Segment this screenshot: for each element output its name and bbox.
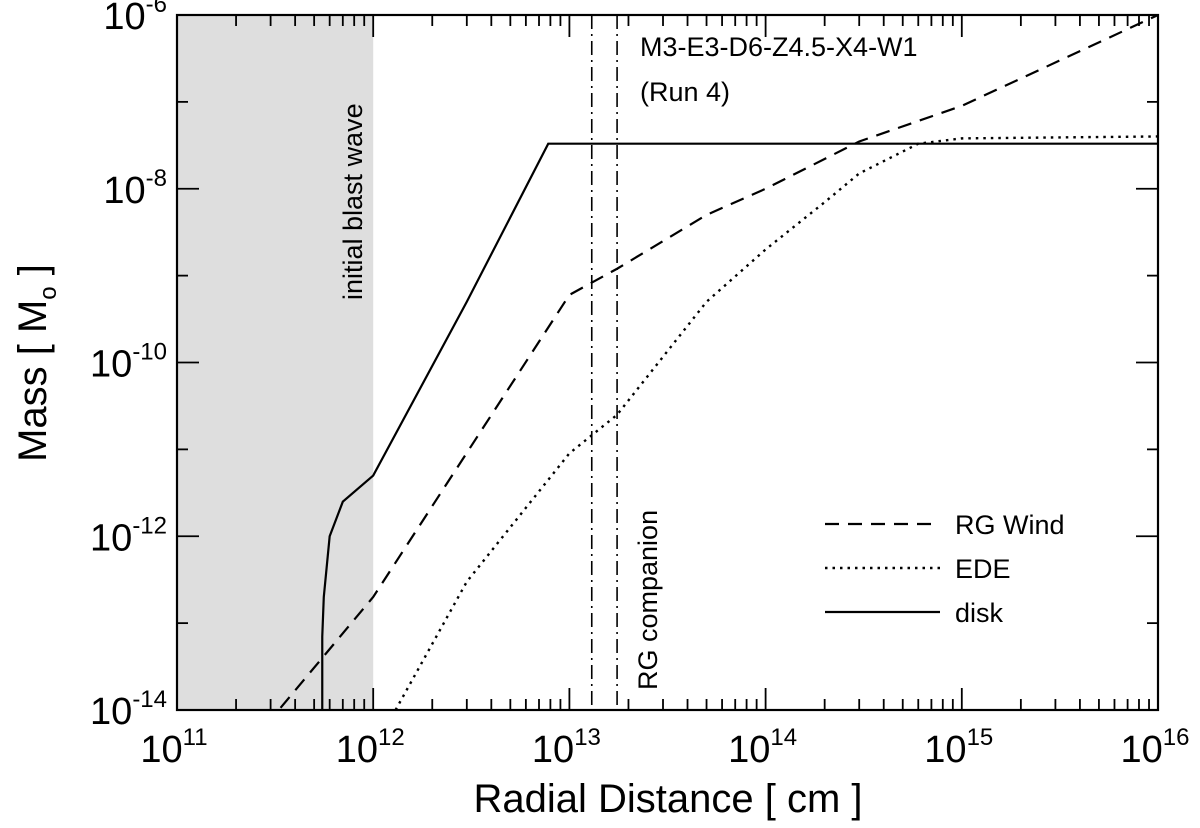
run-id-annotation: M3-E3-D6-Z4.5-X4-W1	[640, 32, 918, 62]
series-disk-line	[321, 142, 1158, 710]
x-tick-label: 1015	[924, 724, 993, 771]
vertical-lines-layer	[590, 15, 618, 710]
y-tick-label: 10-10	[90, 339, 167, 386]
y-tick-label: 10-14	[90, 686, 167, 733]
x-tick-label: 1012	[336, 724, 405, 771]
x-tick-label: 1016	[1121, 724, 1190, 771]
y-tick-label: 10-12	[90, 512, 167, 559]
run-number-annotation: (Run 4)	[640, 77, 730, 107]
x-tick-label: 1011	[140, 724, 207, 771]
legend: RG Wind EDE disk	[825, 510, 1065, 628]
rg-companion-label: RG companion	[633, 510, 663, 690]
y-tick-label: 10-6	[103, 0, 167, 38]
x-tick-label: 1013	[532, 724, 601, 771]
x-axis-title: Radial Distance [ cm ]	[473, 777, 862, 821]
shaded-region-layer	[177, 15, 374, 710]
shaded-region	[177, 15, 374, 710]
series-ede-line	[394, 135, 1158, 710]
legend-label-rg-wind: RG Wind	[955, 510, 1065, 540]
tick-labels-layer: 1011 1012 1013 1014 1015 1016 10-14 10-12 10-10 1…	[90, 0, 1189, 771]
y-axis-title: Mass [ Mo ]	[11, 264, 62, 462]
legend-label-ede: EDE	[955, 554, 1011, 584]
legend-label-disk: disk	[955, 598, 1004, 628]
x-tick-label: 1014	[728, 724, 797, 771]
labels-layer: initial blast wave RG companion M3-E3-D6…	[11, 32, 918, 821]
series-rg-wind-line	[275, 15, 1158, 710]
series-layer	[275, 15, 1158, 710]
y-tick-label: 10-8	[103, 165, 167, 212]
shaded-region-label: initial blast wave	[338, 103, 368, 300]
frame-layer	[175, 13, 1160, 712]
